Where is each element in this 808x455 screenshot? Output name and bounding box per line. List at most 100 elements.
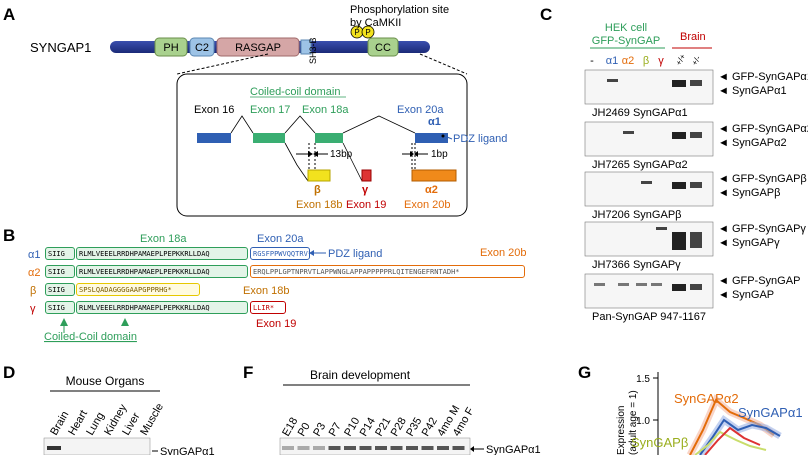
c-blot-label1-0: ◄ GFP-SynGAPα1 bbox=[718, 71, 808, 83]
d-band-label: SynGAPα1 bbox=[160, 446, 215, 455]
seq-a2-siig: SIIG bbox=[45, 265, 75, 278]
c-blot-0: ◄ GFP-SynGAPα1 ◄ SynGAPα1 JH2469 SynGAPα1 bbox=[584, 69, 808, 119]
alpha2-label: α2 bbox=[425, 184, 438, 196]
panel-label-f: F bbox=[243, 363, 253, 382]
seq-g-exon18a: RLMLVEEELRRDHPAMAEPLPEPKKRLLDAQ bbox=[76, 301, 248, 314]
f-band-0 bbox=[282, 446, 294, 450]
exon18a-box bbox=[315, 133, 343, 143]
g-ylabel-2: (adult age = 1) bbox=[628, 390, 639, 455]
seq-a1-exon20a: RGSFPPWVQQTRV* bbox=[250, 247, 310, 260]
gene-name: SYNGAP1 bbox=[30, 40, 91, 55]
b-exon18b-label: Exon 18b bbox=[243, 285, 289, 297]
b-exon19-label: Exon 19 bbox=[256, 318, 296, 330]
exon17-box bbox=[253, 133, 285, 143]
b-exon20b-label: Exon 20b bbox=[480, 247, 526, 259]
f-band-10 bbox=[437, 446, 449, 450]
c-blot-frame-4 bbox=[584, 273, 714, 309]
d-organ-5: Muscle bbox=[138, 401, 166, 437]
f-age-2: P3 bbox=[311, 421, 328, 439]
f-band-label: SynGAPα1 bbox=[486, 444, 541, 455]
domain-sh3b bbox=[300, 39, 312, 55]
c-blot-label2-2: ◄ SynGAPβ bbox=[718, 187, 780, 199]
c-band-brain-het-4 bbox=[690, 284, 702, 290]
f-band-4 bbox=[344, 446, 356, 450]
exon17-label: Exon 17 bbox=[250, 104, 290, 116]
seq-b-siig: SIIG bbox=[45, 283, 75, 296]
c-blot-2: ◄ GFP-SynGAPβ ◄ SynGAPβ JH7206 SynGAPβ bbox=[584, 171, 807, 221]
panel-g: G Expression (adult age = 1) 1.5 1.0 Syn… bbox=[578, 363, 803, 455]
c-blot-label2-4: ◄ SynGAP bbox=[718, 289, 774, 301]
alpha1-label: α1 bbox=[428, 116, 441, 128]
exon19-box bbox=[361, 169, 372, 182]
domain-cc bbox=[367, 37, 399, 57]
iso-a1: α1 bbox=[28, 249, 40, 261]
b-exon20a-label: Exon 20a bbox=[257, 233, 304, 245]
c-blot-4: ◄ GFP-SynGAP ◄ SynGAP Pan-SynGAP 947-1167 bbox=[584, 273, 800, 323]
g-line-alpha1 bbox=[699, 418, 781, 455]
f-band-8 bbox=[406, 446, 418, 450]
f-band-6 bbox=[375, 446, 387, 450]
zoom-line-right bbox=[419, 53, 468, 75]
domain-ph bbox=[154, 37, 188, 57]
domain-c2 bbox=[189, 37, 215, 57]
c-brainlane-0: +/+ bbox=[674, 52, 688, 67]
f-bands bbox=[282, 446, 465, 450]
iso-beta: β bbox=[30, 285, 36, 297]
c-blot-frame-2 bbox=[584, 171, 714, 207]
f-age-8: P35 bbox=[404, 416, 424, 439]
panel-label-a: A bbox=[3, 5, 15, 24]
g-tick-1-0: 1.0 bbox=[636, 416, 650, 427]
phospho-p1-label: P bbox=[354, 28, 359, 37]
f-band-3 bbox=[328, 446, 341, 450]
hek-label-2: GFP-SynGAP bbox=[592, 35, 660, 47]
c-band-pan-0 bbox=[594, 283, 605, 286]
f-band-5 bbox=[359, 446, 372, 450]
g-ylabel: Expression bbox=[616, 406, 627, 455]
c-band-hek-0 bbox=[607, 79, 618, 82]
panel-label-d: D bbox=[3, 363, 15, 382]
c-band-hek-1 bbox=[623, 131, 634, 134]
c-lane-3: β bbox=[643, 55, 649, 67]
domain-sh3b-label: SH3-B bbox=[308, 37, 318, 64]
f-age-4: P10 bbox=[342, 416, 362, 439]
seq-g-siig: SIIG bbox=[45, 301, 75, 314]
hek-label-1: HEK cell bbox=[605, 22, 647, 34]
c-blot-frame-0 bbox=[584, 69, 714, 105]
c-blot-ab-4: Pan-SynGAP 947-1167 bbox=[592, 311, 706, 323]
c-band-brain-wt-4 bbox=[672, 284, 686, 291]
b-exon18a-label: Exon 18a bbox=[140, 233, 187, 245]
exon16-label: Exon 16 bbox=[194, 104, 234, 116]
brain-label: Brain bbox=[680, 31, 706, 43]
exon18b-label: Exon 18b bbox=[296, 199, 342, 211]
f-title: Brain development bbox=[310, 368, 411, 382]
c-brainlane-1: +/- bbox=[690, 54, 703, 67]
pdz-ligand-label: PDZ ligand bbox=[453, 133, 507, 145]
exon-inset-box bbox=[176, 73, 468, 217]
panel-f: F Brain development E18P0P3P7P10P14P21P2… bbox=[243, 363, 541, 455]
iso-gamma: γ bbox=[30, 303, 36, 315]
c-blot-label1-3: ◄ GFP-SynGAPγ bbox=[718, 223, 806, 235]
f-age-1: P0 bbox=[296, 421, 313, 439]
domain-ph-label: PH bbox=[163, 42, 178, 54]
c-band-hek-3 bbox=[656, 227, 667, 230]
c-band-brain-wt-2 bbox=[672, 182, 686, 189]
phospho-text-2: by CaMKII bbox=[350, 17, 401, 29]
c-band-brain-het-2 bbox=[690, 182, 702, 188]
c-band-pan-2 bbox=[636, 283, 647, 286]
c-blot-ab-3: JH7366 SynGAPγ bbox=[592, 259, 681, 271]
seq-a2-exon18a: RLMLVEEELRRDHPAMAEPLPEPKKRLLDAQ bbox=[76, 265, 248, 278]
panel-label-g: G bbox=[578, 363, 591, 382]
f-age-6: P21 bbox=[373, 416, 393, 439]
domain-c2-label: C2 bbox=[195, 42, 209, 54]
c-blot-1: ◄ GFP-SynGAPα2 ◄ SynGAPα2 JH7265 SynGAPα2 bbox=[584, 121, 808, 171]
seq-g-exon19: LLIR* bbox=[250, 301, 286, 314]
c-band-hek-2 bbox=[641, 181, 652, 184]
coiled-coil-label: Coiled-coil domain bbox=[250, 86, 341, 98]
c-lane-1: α1 bbox=[606, 55, 618, 67]
f-band-11 bbox=[452, 446, 465, 450]
c-lane-labels: - α1 α2 β γ +/+ +/- bbox=[590, 52, 703, 67]
g-beta-label: SynGAPβ bbox=[631, 435, 688, 450]
f-band-2 bbox=[313, 446, 325, 450]
